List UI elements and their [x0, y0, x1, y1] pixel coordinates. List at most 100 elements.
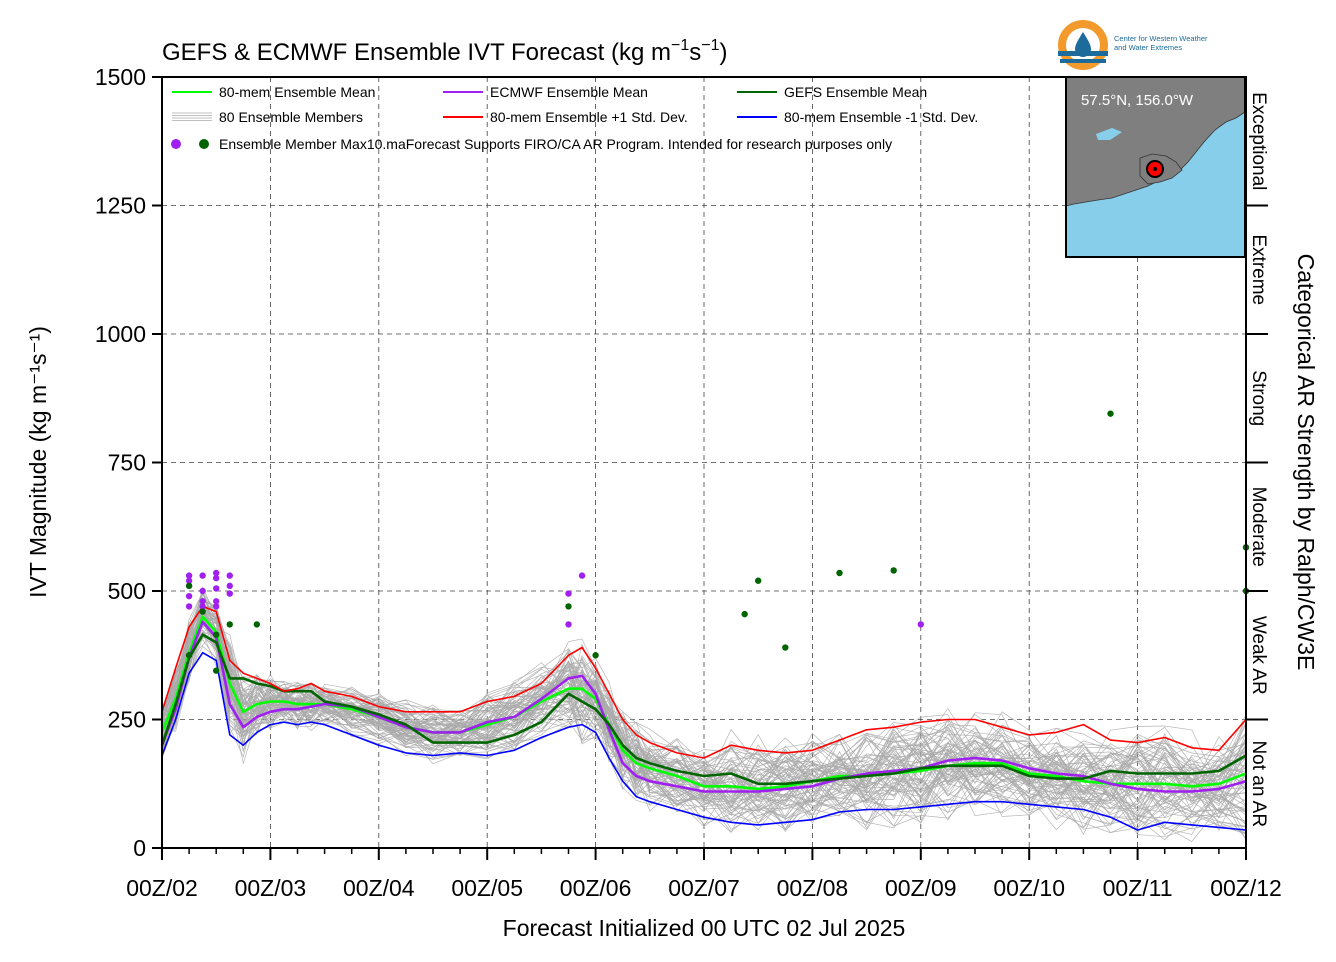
title-end: ): [720, 39, 728, 66]
x-tick-label: 00Z/09: [885, 875, 957, 901]
gefs-max-dot: [836, 569, 843, 577]
gefs-max-dot: [213, 667, 220, 674]
series-line: [160, 615, 1247, 791]
ecmwf-max-dot: [565, 590, 572, 597]
gefs-max-dot: [1107, 410, 1114, 417]
gefs-max-dot: [253, 621, 261, 628]
ecmwf-max-dot: [213, 585, 220, 592]
ensemble-member-line: [161, 603, 1247, 793]
ensemble-member-line: [161, 629, 1247, 834]
gefs-max-dot: [565, 603, 572, 610]
logo-text-line1: Center for Western Weather: [1114, 34, 1208, 43]
ensemble-member-line: [161, 629, 1247, 831]
map-inset: 57.5°N, 156.0°W: [1065, 76, 1246, 258]
ecmwf-max-dot: [578, 572, 586, 579]
x-tick-label: 00Z/12: [1210, 875, 1282, 901]
ecmwf-max-dot: [565, 621, 572, 628]
gefs-max-dot: [741, 610, 748, 618]
ensemble-member-line: [161, 606, 1247, 801]
ecmwf-max-dot: [226, 582, 233, 590]
gefs-max-dot: [755, 577, 762, 584]
ecmwf-max-dot: [213, 569, 220, 577]
ensemble-member-line: [161, 639, 1247, 841]
category-label: Extreme: [1248, 234, 1269, 305]
gefs-max-dot: [226, 621, 233, 628]
ecmwf-max-dot: [213, 603, 220, 610]
series-line: [161, 605, 1247, 759]
logo-wave-2: [1060, 59, 1106, 63]
ecmwf-max-dot: [199, 603, 206, 610]
gefs-max-dot: [782, 644, 789, 651]
legend-label-plus-std: 80-mem Ensemble +1 Std. Dev.: [490, 109, 688, 125]
gefs-max-dot: [199, 608, 206, 615]
legend-dot-ecmwf: [171, 139, 181, 149]
map-lake: [1096, 128, 1122, 140]
title-main: GEFS & ECMWF Ensemble IVT Forecast (kg m: [162, 39, 671, 66]
ecmwf-max-dot: [917, 621, 924, 628]
ensemble-member-line: [161, 614, 1247, 816]
gefs-max-dot: [213, 631, 220, 638]
category-label: Exceptional: [1248, 92, 1269, 190]
y-tick-label: 1250: [95, 193, 146, 219]
ecmwf-max-dot: [213, 574, 220, 582]
x-tick-label: 00Z/02: [126, 875, 198, 901]
category-label: Moderate: [1248, 487, 1269, 567]
series-line: [161, 651, 1247, 831]
legend-dot-gefs: [199, 139, 209, 149]
legend-label-ens-mean: 80-mem Ensemble Mean: [219, 84, 375, 100]
x-axis-label: Forecast Initialized 00 UTC 02 Jul 2025: [503, 915, 906, 941]
ecmwf-max-dot: [226, 572, 233, 579]
legend: 80-mem Ensemble Mean ECMWF Ensemble Mean…: [171, 84, 978, 152]
ecmwf-max-dot: [185, 592, 193, 600]
ecmwf-max-dot: [199, 572, 206, 579]
y-tick-label: 1500: [95, 64, 146, 90]
legend-label-members: 80 Ensemble Members: [219, 109, 363, 125]
x-tick-label: 00Z/11: [1103, 875, 1173, 901]
category-label: Not an AR: [1248, 740, 1269, 827]
ensemble-member-line: [161, 636, 1247, 835]
y-tick-label: 1000: [95, 321, 146, 347]
y-axis-label: IVT Magnitude (kg m⁻¹s⁻¹): [25, 326, 51, 598]
title-exp2: −1: [701, 37, 719, 54]
category-label: Strong: [1248, 370, 1269, 426]
ensemble-member-line: [161, 616, 1247, 810]
location-marker-center: [1153, 167, 1157, 171]
right-axis-label: Categorical AR Strength by Ralph/CW3E: [1293, 254, 1319, 671]
member-max-dots: [185, 410, 1250, 674]
ecmwf-max-dot: [213, 598, 220, 605]
chart-title: GEFS & ECMWF Ensemble IVT Forecast (kg m…: [162, 37, 728, 66]
legend-label-ecmwf-mean: ECMWF Ensemble Mean: [490, 84, 648, 100]
ecmwf-max-dot: [185, 572, 193, 579]
x-tick-label: 00Z/06: [560, 875, 632, 901]
legend-label-dots: Ensemble Member Max10.maForecast Support…: [219, 136, 892, 152]
gefs-max-dot: [890, 567, 897, 574]
ensemble-member-line: [161, 613, 1247, 830]
x-tick-label: 00Z/07: [668, 875, 740, 901]
x-tick-label: 00Z/04: [343, 875, 415, 901]
ecmwf-max-dot: [199, 598, 206, 605]
y-tick-label: 250: [108, 707, 146, 733]
location-label: 57.5°N, 156.0°W: [1081, 92, 1194, 109]
ensemble-members: [161, 586, 1247, 842]
legend-swatch-members: [172, 112, 212, 121]
category-axis: Not an AR Weak AR Moderate Strong Extreme Exc…: [1246, 92, 1269, 827]
title-mid: s: [689, 39, 701, 66]
logo-text-line2: and Water Extremes: [1114, 43, 1182, 52]
series-lines: [160, 605, 1247, 831]
ecmwf-max-dot: [226, 590, 233, 597]
map-frame: [1065, 76, 1246, 258]
series-line: [160, 633, 1247, 786]
axes: 0 250 500 750 1000 1250 1500 00Z/02 00Z/03 00Z/04…: [95, 64, 1282, 901]
ecmwf-max-dot: [185, 603, 193, 610]
ecmwf-max-dot: [199, 587, 206, 595]
cw3e-logo: Center for Western Weather and Water Ext…: [1058, 20, 1208, 70]
title-exp1: −1: [671, 37, 689, 54]
category-label: Weak AR: [1248, 616, 1269, 695]
series-line: [160, 620, 1247, 793]
water-drop-icon: [1075, 32, 1091, 57]
legend-label-gefs-mean: GEFS Ensemble Mean: [784, 84, 927, 100]
x-tick-label: 00Z/05: [451, 875, 523, 901]
legend-label-minus-std: 80-mem Ensemble -1 Std. Dev.: [784, 109, 978, 125]
x-tick-label: 00Z/10: [993, 875, 1065, 901]
